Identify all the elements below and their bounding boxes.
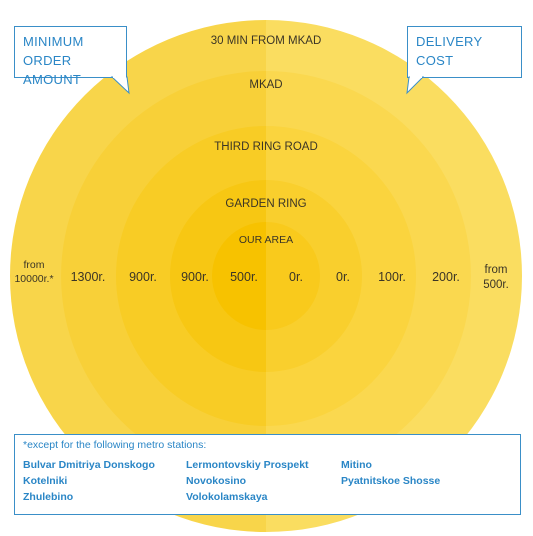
minimum-order-value: 10000r.* [14,273,53,285]
station-item: Novokosino [186,475,247,487]
callout-cost-line1: DELIVERY [416,34,483,49]
station-item: Lermontovskiy Prospekt [186,459,309,471]
callout-left-pointer [110,76,130,95]
minimum-order-value: 1300r. [71,270,106,284]
zone-name-label: THIRD RING ROAD [214,141,318,153]
zone-name-label: 30 MIN FROM MKAD [211,35,322,47]
minimum-order-value: 500r. [230,270,258,284]
delivery-cost-value: 0r. [289,270,303,284]
zone-rings [10,20,522,532]
callout-right-pointer [406,76,425,95]
delivery-cost-value: 500r. [483,279,509,291]
station-item: Kotelniki [23,475,68,487]
minimum-order-value: 900r. [181,270,209,284]
station-item: Zhulebino [23,491,74,503]
minimum-order-amount-callout: MINIMUM ORDER AMOUNT [14,26,127,87]
zone-name-label: MKAD [249,79,282,91]
notes-title: *except for the following metro stations… [23,439,207,451]
delivery-cost-value: 200r. [432,270,460,284]
station-item: Bulvar Dmitriya Donskogo [23,459,155,471]
callout-min-line1: MINIMUM [23,34,84,49]
zone-ring-right [266,222,320,330]
station-item: Volokolamskaya [186,491,268,503]
delivery-cost-value: from [485,264,508,276]
callout-min-line2: ORDER AMOUNT [23,53,82,87]
metro-exceptions-box: *except for the following metro stations… [14,434,521,515]
zone-ring-left [212,222,266,330]
delivery-cost-value: 100r. [378,270,406,284]
zone-labels: 30 MIN FROM MKAD from 10000r.* from 500r. MKA… [14,35,508,291]
callout-cost-line2: COST [416,53,454,68]
zone-name-label: OUR AREA [239,234,293,246]
zone-name-label: GARDEN RING [225,198,306,210]
minimum-order-value: 900r. [129,270,157,284]
minimum-order-value: from [24,259,45,271]
delivery-cost-value: 0r. [336,270,350,284]
station-item: Pyatnitskoe Shosse [341,475,441,487]
station-item: Mitino [341,459,372,471]
delivery-cost-callout: DELIVERY COST [407,26,522,78]
